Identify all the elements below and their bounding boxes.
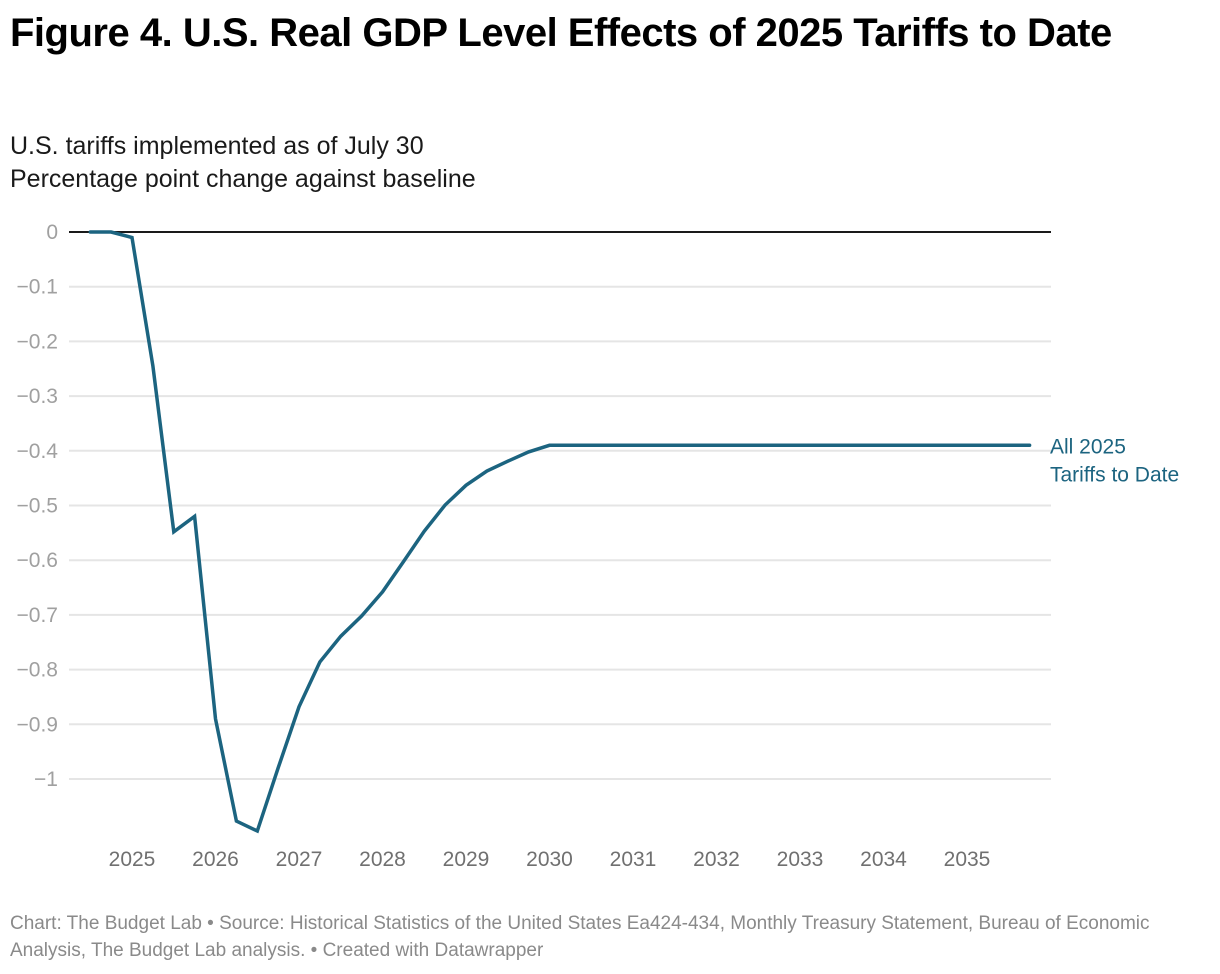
x-axis-ticks: 2025 2026 2027 2028 2029 2030 2031 2032 2033 2034… [109, 848, 991, 871]
series-labels: All 2025 Tariffs to Date [1050, 435, 1179, 486]
subtitle-line-2: Percentage point change against baseline [10, 165, 476, 193]
y-tick-label: −0.8 [17, 659, 58, 682]
y-tick-label: −0.9 [17, 713, 58, 736]
gridlines [69, 231, 1051, 780]
y-tick-label: −0.4 [17, 440, 59, 463]
chart-title: Figure 4. U.S. Real GDP Level Effects of… [10, 11, 1112, 55]
y-tick-label: −0.3 [17, 385, 58, 408]
x-tick-label: 2027 [276, 848, 323, 871]
y-tick-label: −1 [34, 768, 58, 791]
y-tick-label: −0.5 [17, 495, 58, 518]
x-tick-label: 2025 [109, 848, 156, 871]
chart-subtitle: U.S. tariffs implemented as of July 30 P… [10, 130, 476, 196]
y-tick-label: −0.6 [17, 549, 58, 572]
x-tick-label: 2033 [777, 848, 824, 871]
series-line [88, 230, 1032, 834]
series-layer [88, 230, 1032, 834]
chart-footer-source: Chart: The Budget Lab • Source: Historic… [10, 913, 1150, 961]
series-label: Tariffs to Date [1050, 463, 1179, 486]
x-tick-label: 2032 [693, 848, 740, 871]
y-tick-label: −0.2 [17, 330, 58, 353]
subtitle-line-1: U.S. tariffs implemented as of July 30 [10, 132, 424, 160]
x-tick-label: 2029 [443, 848, 490, 871]
x-tick-label: 2026 [192, 848, 239, 871]
x-tick-label: 2035 [944, 848, 991, 871]
x-tick-label: 2031 [610, 848, 657, 871]
series-label: All 2025 [1050, 435, 1126, 458]
y-tick-label: −0.7 [17, 604, 58, 627]
y-tick-label: −0.1 [17, 276, 58, 299]
y-tick-label: 0 [46, 221, 58, 244]
x-tick-label: 2028 [359, 848, 406, 871]
x-tick-label: 2030 [526, 848, 573, 871]
x-tick-label: 2034 [860, 848, 907, 871]
y-axis-ticks: 0 −0.1 −0.2 −0.3 −0.4 −0.5 −0.6 −0.7 −0.8 −0.9 −1 [17, 221, 59, 791]
